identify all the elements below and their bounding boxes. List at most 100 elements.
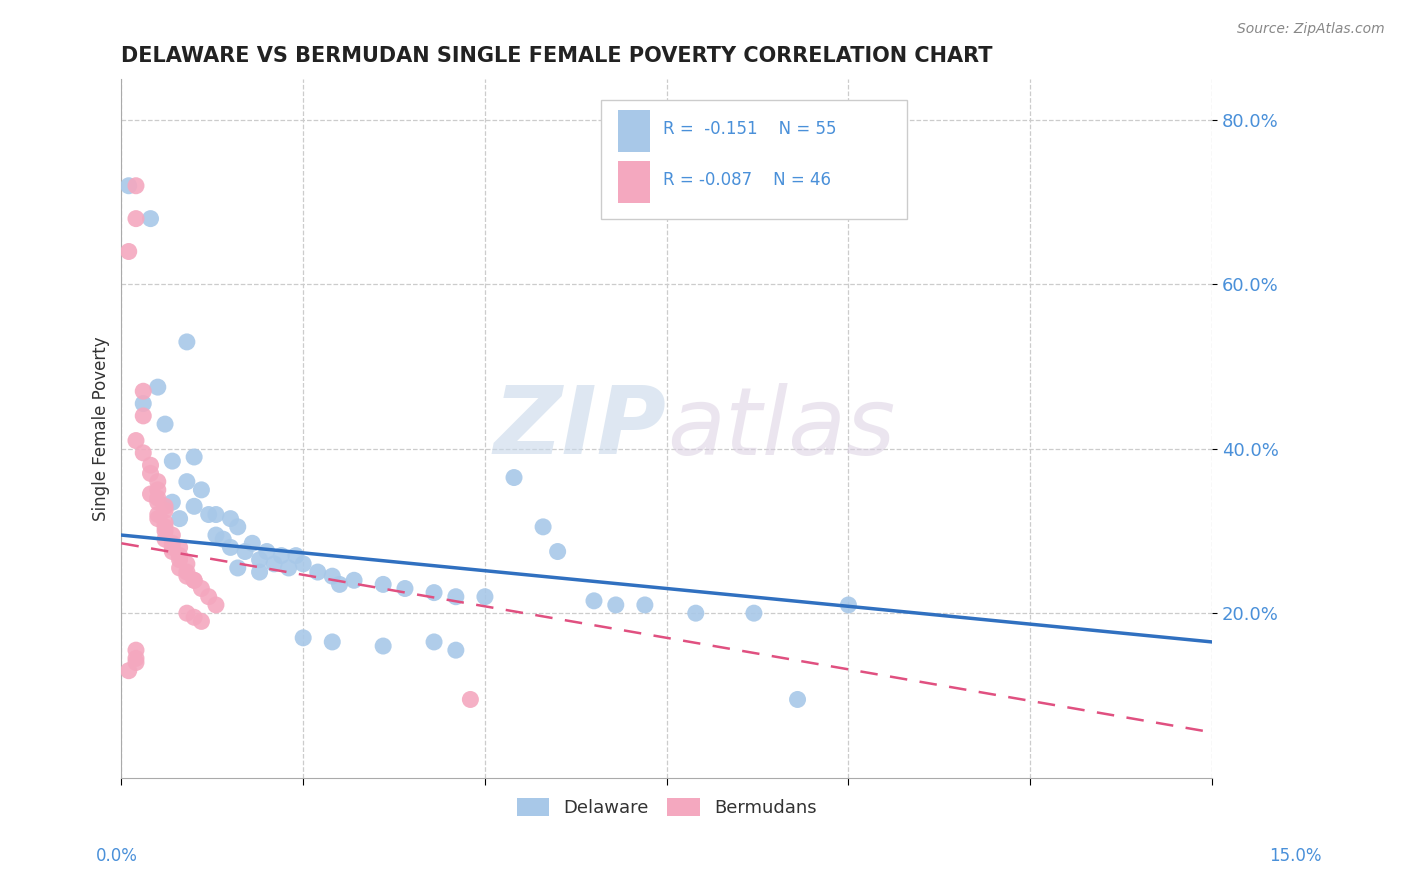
- Point: [146, 483, 169, 497]
- Text: 0.0%: 0.0%: [96, 847, 138, 865]
- Point: [162, 528, 184, 542]
- Point: [153, 417, 176, 431]
- Point: [153, 516, 176, 530]
- Y-axis label: Single Female Poverty: Single Female Poverty: [93, 336, 110, 521]
- Point: [219, 511, 242, 525]
- Point: [132, 396, 155, 410]
- Point: [531, 520, 554, 534]
- Point: [786, 692, 808, 706]
- Point: [125, 656, 148, 670]
- Point: [132, 409, 155, 423]
- Point: [139, 487, 162, 501]
- Point: [183, 574, 205, 588]
- Point: [146, 511, 169, 525]
- Point: [125, 178, 148, 193]
- Point: [169, 541, 191, 555]
- Point: [146, 508, 169, 522]
- Text: Source: ZipAtlas.com: Source: ZipAtlas.com: [1237, 22, 1385, 37]
- Point: [125, 434, 148, 448]
- Point: [837, 598, 859, 612]
- Point: [197, 508, 219, 522]
- Point: [394, 582, 416, 596]
- Point: [205, 598, 228, 612]
- Point: [183, 500, 205, 514]
- Point: [226, 561, 249, 575]
- Legend: Delaware, Bermudans: Delaware, Bermudans: [509, 790, 824, 824]
- Point: [183, 610, 205, 624]
- Point: [197, 590, 219, 604]
- Point: [183, 574, 205, 588]
- Point: [321, 635, 343, 649]
- Point: [132, 384, 155, 399]
- Point: [153, 532, 176, 546]
- Point: [373, 639, 395, 653]
- Point: [474, 590, 496, 604]
- Point: [162, 544, 184, 558]
- Text: R = -0.087    N = 46: R = -0.087 N = 46: [664, 171, 831, 189]
- Point: [190, 582, 212, 596]
- Text: 15.0%: 15.0%: [1270, 847, 1322, 865]
- Point: [118, 178, 141, 193]
- Point: [226, 520, 249, 534]
- Text: atlas: atlas: [666, 383, 896, 474]
- Point: [153, 503, 176, 517]
- Point: [139, 211, 162, 226]
- Point: [169, 511, 191, 525]
- Point: [125, 211, 148, 226]
- Point: [343, 574, 366, 588]
- Point: [139, 467, 162, 481]
- FancyBboxPatch shape: [602, 100, 907, 219]
- FancyBboxPatch shape: [617, 111, 651, 153]
- Point: [503, 470, 526, 484]
- Point: [153, 500, 176, 514]
- Point: [249, 565, 271, 579]
- Point: [153, 524, 176, 538]
- Point: [176, 569, 198, 583]
- Point: [321, 569, 343, 583]
- Point: [233, 544, 256, 558]
- Point: [176, 475, 198, 489]
- Point: [146, 495, 169, 509]
- Point: [162, 495, 184, 509]
- Point: [146, 491, 169, 505]
- Point: [634, 598, 657, 612]
- Point: [263, 557, 285, 571]
- Point: [118, 664, 141, 678]
- Point: [423, 585, 446, 599]
- Point: [240, 536, 263, 550]
- Point: [183, 450, 205, 464]
- Point: [162, 541, 184, 555]
- Point: [146, 475, 169, 489]
- Point: [169, 549, 191, 563]
- Point: [132, 446, 155, 460]
- Point: [169, 553, 191, 567]
- Point: [249, 553, 271, 567]
- Text: R =  -0.151    N = 55: R = -0.151 N = 55: [664, 120, 837, 138]
- Point: [444, 590, 467, 604]
- Point: [284, 549, 307, 563]
- Point: [176, 565, 198, 579]
- Point: [219, 541, 242, 555]
- Point: [153, 520, 176, 534]
- Point: [423, 635, 446, 649]
- Point: [270, 549, 292, 563]
- Point: [292, 631, 315, 645]
- Point: [605, 598, 627, 612]
- Point: [444, 643, 467, 657]
- Text: DELAWARE VS BERMUDAN SINGLE FEMALE POVERTY CORRELATION CHART: DELAWARE VS BERMUDAN SINGLE FEMALE POVER…: [121, 46, 993, 66]
- Point: [277, 561, 299, 575]
- Point: [460, 692, 482, 706]
- Point: [328, 577, 350, 591]
- Point: [162, 454, 184, 468]
- Point: [373, 577, 395, 591]
- Point: [205, 508, 228, 522]
- Point: [176, 557, 198, 571]
- Point: [307, 565, 329, 579]
- Point: [205, 528, 228, 542]
- Text: ZIP: ZIP: [494, 383, 666, 475]
- Point: [256, 544, 278, 558]
- Point: [125, 651, 148, 665]
- FancyBboxPatch shape: [617, 161, 651, 203]
- Point: [190, 483, 212, 497]
- Point: [118, 244, 141, 259]
